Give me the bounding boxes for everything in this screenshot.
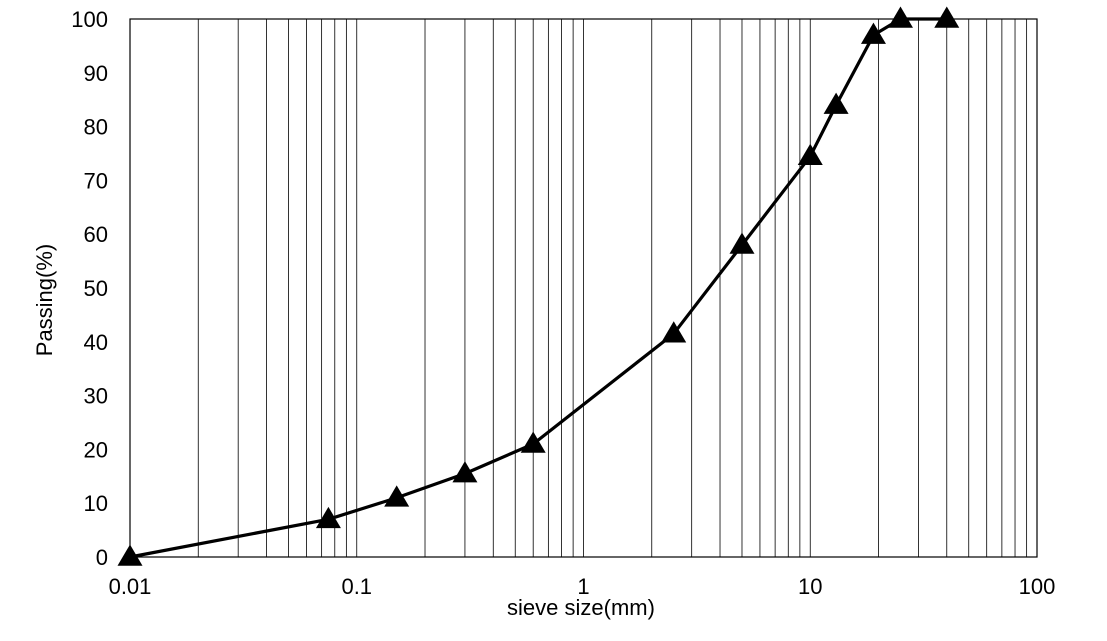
data-point-marker <box>661 321 687 343</box>
data-point-marker <box>117 544 143 566</box>
data-point-marker <box>520 431 546 453</box>
y-tick-label: 70 <box>84 168 108 193</box>
x-tick-label: 0.01 <box>109 574 152 599</box>
data-point-marker <box>729 232 755 254</box>
y-tick-label: 40 <box>84 330 108 355</box>
x-tick-label: 10 <box>798 574 822 599</box>
data-point-marker <box>823 92 849 114</box>
x-tick-label: 0.1 <box>341 574 372 599</box>
y-axis-title: Passing(%) <box>32 244 57 356</box>
data-point-marker <box>315 506 341 529</box>
x-tick-label: 1 <box>577 574 589 599</box>
x-axis: 0.01 0.1 1 10 100 <box>109 574 1056 599</box>
y-tick-label: 90 <box>84 61 108 86</box>
x-tick-label: 100 <box>1019 574 1056 599</box>
y-tick-label: 10 <box>84 491 108 516</box>
series-line <box>129 17 947 559</box>
y-tick-label: 60 <box>84 222 108 247</box>
y-tick-label: 50 <box>84 276 108 301</box>
gridlines <box>197 19 1028 557</box>
y-tick-label: 0 <box>96 545 108 570</box>
data-point-marker <box>452 461 478 483</box>
plot-frame <box>129 18 1038 558</box>
data-point-marker <box>797 143 823 165</box>
y-tick-label: 80 <box>84 115 108 140</box>
x-axis-title: sieve size(mm) <box>507 595 655 620</box>
y-axis: 0 10 20 30 40 50 60 70 80 90 100 <box>71 7 108 570</box>
y-tick-label: 20 <box>84 437 108 462</box>
data-point-marker <box>887 6 913 28</box>
series <box>117 6 960 566</box>
data-point-marker <box>934 6 960 28</box>
data-point-marker <box>384 485 410 507</box>
y-tick-label: 100 <box>71 7 108 32</box>
data-point-marker <box>860 22 886 44</box>
y-tick-label: 30 <box>84 384 108 409</box>
